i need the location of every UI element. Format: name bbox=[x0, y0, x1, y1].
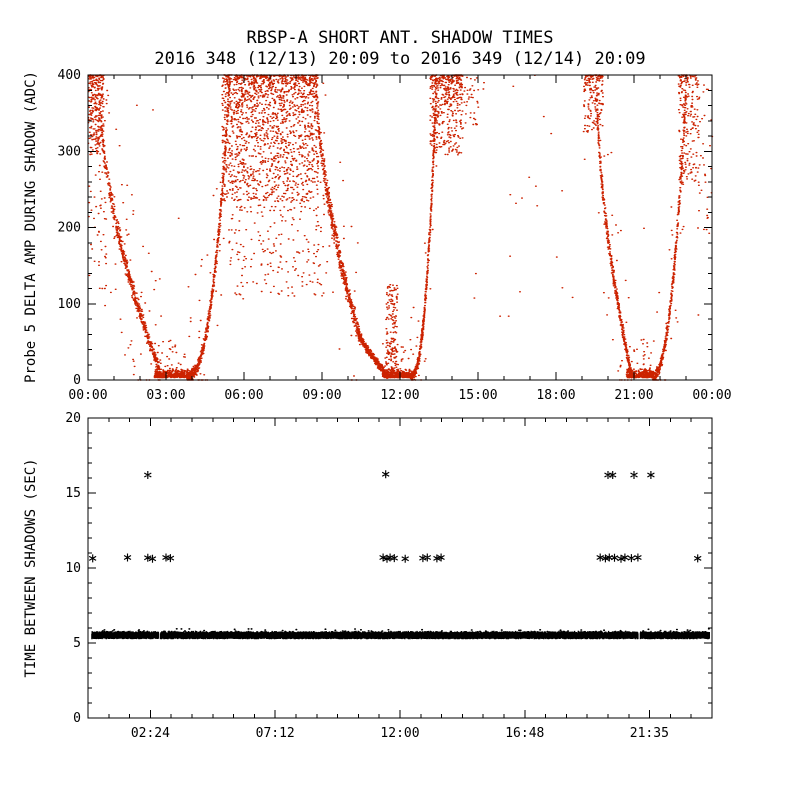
x-tick-label: 09:00 bbox=[302, 388, 341, 403]
plot-frame bbox=[87, 417, 713, 719]
y-tick-label: 100 bbox=[58, 297, 81, 312]
x-tick-label: 15:00 bbox=[458, 388, 497, 403]
x-tick-label: 12:00 bbox=[380, 388, 419, 403]
chart-title: RBSP-A SHORT ANT. SHADOW TIMES bbox=[246, 28, 554, 48]
bottom-panel: 02:24 07:12 12:00 16:48 21:35 0 5 10 15 20 bbox=[65, 411, 713, 741]
x-tick-label: 00:00 bbox=[68, 388, 107, 403]
top-panel: 00:00 03:00 06:00 09:00 12:00 15:00 18:00 21:00… bbox=[58, 68, 732, 403]
x-tick-label: 00:00 bbox=[692, 388, 731, 403]
x-tick-label: 12:00 bbox=[380, 726, 419, 741]
y-tick-label: 10 bbox=[65, 561, 81, 576]
shadow-amp-scatter-points bbox=[87, 74, 714, 381]
x-tick-label: 07:12 bbox=[256, 726, 295, 741]
y-tick-label: 20 bbox=[65, 411, 81, 426]
x-tick-label: 21:00 bbox=[614, 388, 653, 403]
y-tick-label: 0 bbox=[73, 711, 81, 726]
band-speckle-points bbox=[101, 628, 710, 634]
y-tick-label: 5 bbox=[73, 636, 81, 651]
plot-frame bbox=[87, 74, 713, 381]
shadow-interval-band bbox=[91, 630, 710, 640]
x-tick-label: 03:00 bbox=[146, 388, 185, 403]
x-tick-label: 18:00 bbox=[536, 388, 575, 403]
x-tick-label: 21:35 bbox=[630, 726, 669, 741]
x-tick-label: 16:48 bbox=[505, 726, 544, 741]
y-tick-label: 300 bbox=[58, 144, 81, 159]
y-tick-label: 200 bbox=[58, 221, 81, 236]
chart-subtitle: 2016 348 (12/13) 20:09 to 2016 349 (12/1… bbox=[154, 49, 646, 69]
y-tick-label: 0 bbox=[73, 373, 81, 388]
y-tick-label: 15 bbox=[65, 486, 81, 501]
x-tick-label: 02:24 bbox=[131, 726, 170, 741]
y-tick-label: 400 bbox=[58, 68, 81, 83]
x-tick-label: 06:00 bbox=[224, 388, 263, 403]
interval-asterisk-markers bbox=[88, 470, 702, 563]
